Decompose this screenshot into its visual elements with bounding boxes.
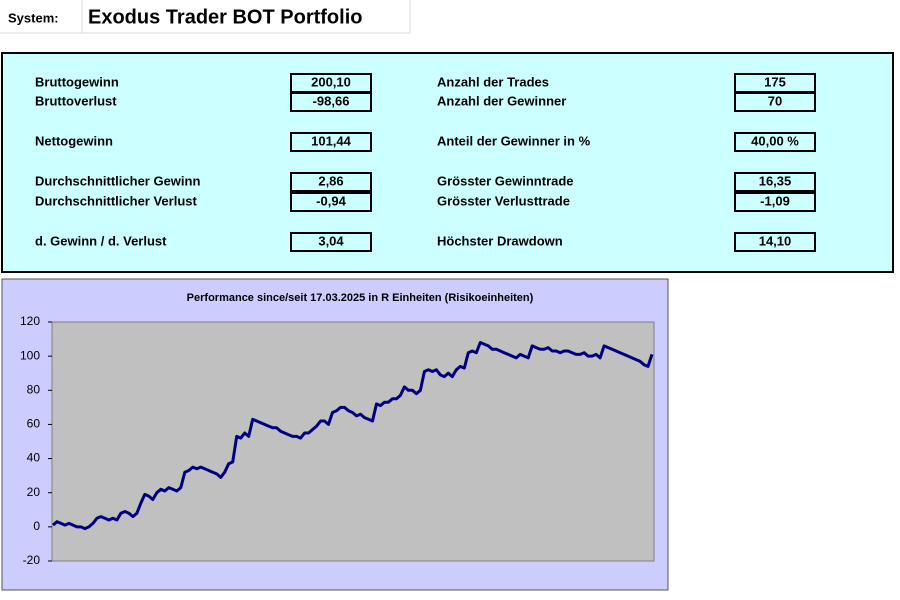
stat-value: 3,04 [318, 233, 344, 248]
value-box [290, 232, 372, 252]
stat-label: Anzahl der Gewinner [437, 93, 566, 108]
value-box [290, 92, 372, 112]
stat-label: Durchschnittlicher Gewinn [35, 173, 200, 188]
y-tick-label: 100 [20, 348, 40, 362]
value-box [734, 132, 816, 152]
stat-value: -98,66 [313, 93, 350, 108]
stat-value: 40,00 % [751, 133, 799, 148]
y-tick-label: -20 [23, 553, 41, 567]
y-tick-label: 120 [20, 314, 40, 328]
stat-value: 101,44 [311, 133, 352, 148]
value-box [734, 232, 816, 252]
value-box [290, 172, 372, 192]
y-tick-label: 0 [33, 519, 40, 533]
stat-value: -0,94 [316, 193, 346, 208]
stat-label: Nettogewinn [35, 133, 113, 148]
stat-label: Anteil der Gewinner in % [437, 133, 591, 148]
stat-label: Höchster Drawdown [437, 233, 563, 248]
stat-label: Anzahl der Trades [437, 74, 549, 89]
stat-label: Grösster Gewinntrade [437, 173, 574, 188]
stat-label: Durchschnittlicher Verlust [35, 193, 197, 208]
value-box [290, 132, 372, 152]
y-tick-label: 40 [27, 451, 41, 465]
value-box [734, 172, 816, 192]
chart-title: Performance since/seit 17.03.2025 in R E… [187, 292, 534, 304]
stat-value: 175 [764, 74, 786, 89]
stat-label: Bruttoverlust [35, 93, 117, 108]
plot-area [51, 321, 655, 562]
stat-label: Grösster Verlusttrade [437, 193, 570, 208]
value-box [290, 192, 372, 212]
stat-label: d. Gewinn / d. Verlust [35, 233, 167, 248]
stat-value: 16,35 [759, 173, 792, 188]
value-box [734, 92, 816, 112]
performance-line [52, 341, 654, 531]
stat-value: 14,10 [759, 233, 792, 248]
y-tick-label: 80 [27, 382, 41, 396]
y-tick-label: 20 [27, 485, 41, 499]
title: Exodus Trader BOT Portfolio [88, 6, 362, 28]
stat-value: 200,10 [311, 74, 351, 89]
y-tick-label: 60 [27, 417, 41, 431]
stat-label: Bruttogewinn [35, 74, 119, 89]
system-label: System: [8, 10, 59, 25]
cell-grid [0, 0, 411, 34]
stat-value: -1,09 [760, 193, 790, 208]
stat-value: 2,86 [318, 173, 343, 188]
value-box [734, 192, 816, 212]
stat-value: 70 [768, 93, 782, 108]
